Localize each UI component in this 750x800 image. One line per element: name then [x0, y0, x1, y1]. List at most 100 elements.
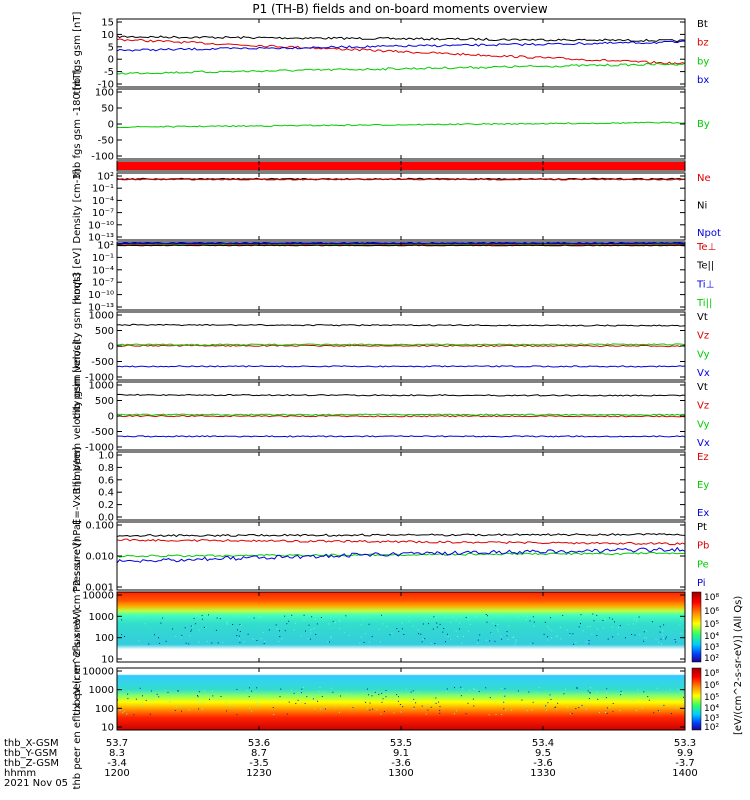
spectrogram-speckle [683, 706, 685, 708]
legend-Vy: Vy [697, 419, 710, 430]
spectrogram-speckle [550, 699, 552, 700]
spectrogram-speckle [346, 692, 348, 694]
spectrogram-speckle [312, 698, 314, 700]
spectrogram-speckle [228, 704, 230, 706]
spectrogram-speckle [249, 687, 250, 689]
spectrogram-speckle [198, 708, 200, 710]
legend-Vy: Vy [697, 349, 710, 360]
spectrogram-speckle [371, 636, 373, 638]
spectrogram-speckle [513, 636, 515, 638]
spectrogram-speckle [256, 687, 258, 689]
spectrogram-speckle [158, 696, 160, 698]
spectrogram-speckle [492, 623, 494, 625]
y-tick-label: -50 [98, 136, 114, 147]
trace-Vz [117, 344, 686, 348]
spectrogram-speckle [465, 616, 467, 618]
spectrogram-speckle [247, 633, 249, 635]
spectrogram-speckle [580, 704, 581, 706]
spectrogram-speckle [233, 705, 235, 707]
spectrogram-speckle [422, 638, 424, 640]
spectrogram-speckle [489, 697, 491, 699]
spectrogram-speckle [256, 640, 258, 641]
spectrogram-speckle [427, 709, 429, 711]
y-tick-label: 10² [97, 172, 114, 183]
spectrogram-speckle [351, 708, 353, 710]
colorbar-bottom-scale [691, 667, 702, 731]
spectrogram-speckle [660, 638, 662, 640]
legend-Bt: Bt [697, 19, 708, 30]
y-axis-label: thb fgs gsm -180 [nT] [72, 70, 83, 179]
spectrogram-speckle [343, 705, 345, 706]
y-tick-label: 10² [97, 241, 114, 252]
spectrogram-speckle [346, 613, 348, 615]
spectrogram-speckle [188, 709, 190, 711]
spectrogram-speckle [264, 695, 265, 696]
spectrogram-speckle [637, 689, 639, 691]
ephemeris-label-y: thb_Y-GSM [4, 748, 57, 759]
colorbar-bottom-tick: 10⁴ [704, 704, 719, 714]
y-tick-label: 100 [95, 88, 114, 99]
spectrogram-speckle [418, 633, 419, 635]
spectrogram-speckle [303, 614, 305, 616]
spectrogram-speckle [352, 707, 354, 709]
spectrogram-speckle [532, 701, 534, 703]
spectrogram-speckle [606, 707, 608, 709]
spectrogram-speckle [310, 629, 312, 631]
spectrogram-speckle [340, 695, 341, 697]
spectrogram-speckle [330, 687, 332, 689]
spectrogram-speckle [663, 704, 665, 706]
spectrogram-speckle [313, 628, 315, 630]
legend-Ex: Ex [697, 508, 709, 519]
legend-Ni: Ni [697, 201, 707, 212]
spectrogram-speckle [325, 708, 326, 710]
spectrogram-speckle [143, 704, 144, 706]
spectrogram-speckle [571, 712, 573, 714]
spectrogram-speckle [677, 688, 679, 690]
spectrogram-speckle [339, 619, 340, 621]
spectrogram-speckle [310, 632, 312, 634]
spectrogram-speckle [211, 690, 213, 692]
spectrogram-speckle [220, 696, 222, 697]
spectrogram-speckle [205, 627, 207, 629]
y-tick-label: 1000 [89, 381, 114, 392]
spectrogram-speckle [434, 643, 436, 644]
spectrogram-speckle [295, 702, 297, 704]
spectrogram-speckle [123, 710, 125, 712]
spectrogram-speckle [152, 696, 154, 698]
spectrogram-speckle [338, 711, 340, 713]
spectrogram-speckle [154, 634, 155, 636]
spectrogram-speckle [417, 691, 419, 693]
spectrogram-speckle [201, 615, 203, 617]
spectrogram-speckle [304, 702, 306, 704]
spectrogram-speckle [503, 701, 505, 703]
spectrogram-speckle [584, 614, 586, 615]
spectrogram-speckle [369, 702, 371, 704]
spectrogram-speckle [683, 696, 684, 698]
y-axis-label: Density [cm-3] [72, 169, 83, 243]
spectrogram-speckle [127, 698, 129, 700]
spectrogram-speckle [612, 703, 614, 704]
spectrogram-speckle [278, 641, 280, 643]
spectrogram-speckle [461, 642, 463, 644]
spectrogram-speckle [598, 711, 600, 713]
spectrogram-speckle [622, 692, 623, 693]
legend-Ti||: Ti|| [696, 298, 712, 309]
spectrogram-speckle [239, 624, 241, 625]
spectrogram-speckle [501, 714, 503, 716]
spectrogram-speckle [420, 633, 422, 635]
spectrogram-speckle [529, 643, 531, 645]
spectrogram-speckle [301, 688, 303, 690]
y-tick-label: 10⁻⁷ [92, 208, 114, 219]
trace-Ne [116, 178, 686, 181]
spectrogram-speckle [372, 708, 374, 710]
spectrogram-speckle [128, 696, 130, 698]
spectrogram-speckle [236, 688, 238, 690]
spectrogram-speckle [477, 639, 479, 641]
spectrogram-speckle [679, 691, 681, 693]
spectrogram-speckle [259, 616, 261, 618]
spectrogram-speckle [400, 711, 402, 713]
spectrogram-speckle [169, 700, 171, 702]
spectrogram-speckle [385, 696, 387, 698]
